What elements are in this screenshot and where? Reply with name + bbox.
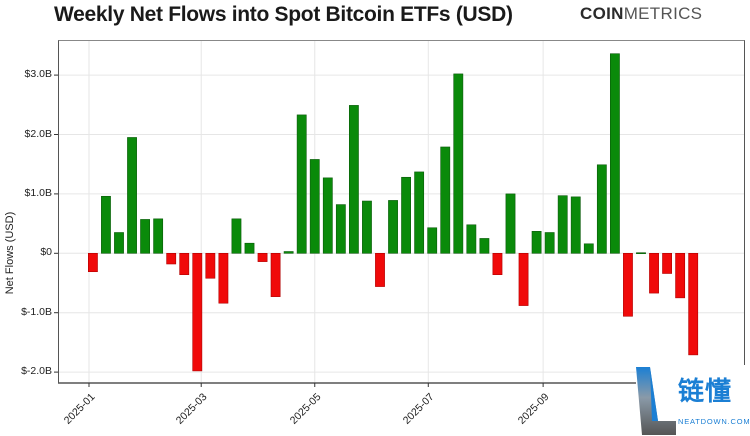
bar <box>231 218 242 254</box>
bar <box>649 253 659 294</box>
bar <box>205 253 216 279</box>
bar <box>88 253 98 273</box>
bar <box>688 253 699 356</box>
watermark-subtext: NEATDOWN.COM <box>678 417 750 426</box>
bar <box>322 177 333 254</box>
bar <box>492 253 503 275</box>
bar <box>257 253 268 262</box>
y-tick-label: $2.0B <box>24 127 52 140</box>
bar <box>636 252 646 255</box>
bar <box>623 253 633 317</box>
plot-area <box>58 40 745 383</box>
bar <box>557 195 568 254</box>
bar <box>479 238 490 254</box>
y-tick-label: $0 <box>40 246 52 259</box>
watermark-text: 链懂 <box>678 376 733 406</box>
bar <box>101 195 111 254</box>
bar <box>596 164 607 254</box>
bar <box>466 224 477 254</box>
bar <box>414 171 425 254</box>
bar <box>309 159 320 254</box>
bar <box>401 176 411 254</box>
bar <box>153 218 164 254</box>
bar <box>427 227 438 254</box>
y-tick-label: $3.0B <box>24 68 52 81</box>
bar <box>218 253 229 304</box>
bar <box>114 232 124 254</box>
coinmetrics-logo: COINMETRICS <box>580 4 702 24</box>
bar <box>570 196 581 254</box>
watermark: 链懂 NEATDOWN.COM <box>636 365 750 435</box>
bar <box>544 232 555 254</box>
brand-bold: COIN <box>580 4 624 23</box>
y-tick-label: $-1.0B <box>21 305 52 318</box>
bar <box>335 204 346 254</box>
y-tick-label: $1.0B <box>24 186 52 199</box>
watermark-logo-icon <box>636 367 676 435</box>
bar <box>609 53 620 254</box>
bar <box>518 253 529 306</box>
bar <box>388 200 398 254</box>
bar <box>362 200 372 254</box>
brand-light: METRICS <box>623 4 703 23</box>
bar <box>348 105 359 254</box>
bar <box>440 146 451 254</box>
bar <box>192 253 203 372</box>
bar <box>127 137 137 254</box>
bar <box>505 193 516 254</box>
bar <box>531 231 542 254</box>
bar <box>583 243 594 254</box>
bar <box>244 242 255 254</box>
bar <box>179 253 190 275</box>
bar <box>662 253 672 274</box>
bar <box>453 73 464 254</box>
bar <box>140 219 150 254</box>
bar <box>675 253 686 299</box>
bar <box>296 114 307 254</box>
chart-title: Weekly Net Flows into Spot Bitcoin ETFs … <box>54 3 513 26</box>
bar <box>283 251 294 254</box>
bar <box>166 253 177 265</box>
bar <box>270 253 281 297</box>
y-tick-label: $-2.0B <box>21 365 52 378</box>
bar <box>375 253 385 287</box>
